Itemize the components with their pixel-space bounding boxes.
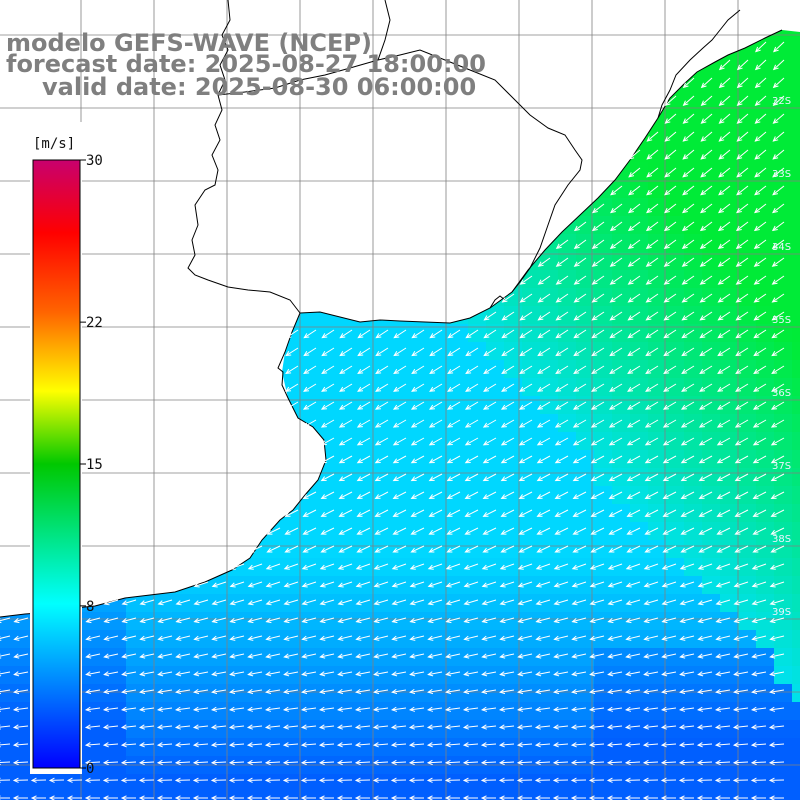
lat-label: 35S: [772, 315, 791, 326]
lat-label: 33S: [772, 169, 791, 180]
colorbar-tick-label: 8: [86, 599, 94, 615]
lat-label: 36S: [772, 388, 791, 399]
colorbar-unit: [m/s]: [33, 136, 75, 152]
lat-label: 39S: [772, 607, 791, 618]
title-valid-date: valid date: 2025-08-30 06:00:00: [42, 74, 476, 100]
lat-label: 34S: [772, 242, 791, 253]
lat-label: 37S: [772, 461, 791, 472]
lat-label: 32S: [772, 96, 791, 107]
lat-label: 38S: [772, 534, 791, 545]
colorbar-tick-label: 15: [86, 457, 103, 473]
colorbar-tick-label: 22: [86, 315, 103, 331]
colorbar-gradient: [33, 160, 80, 768]
colorbar-tick-label: 0: [86, 761, 94, 777]
colorbar-tick-label: 30: [86, 153, 103, 169]
